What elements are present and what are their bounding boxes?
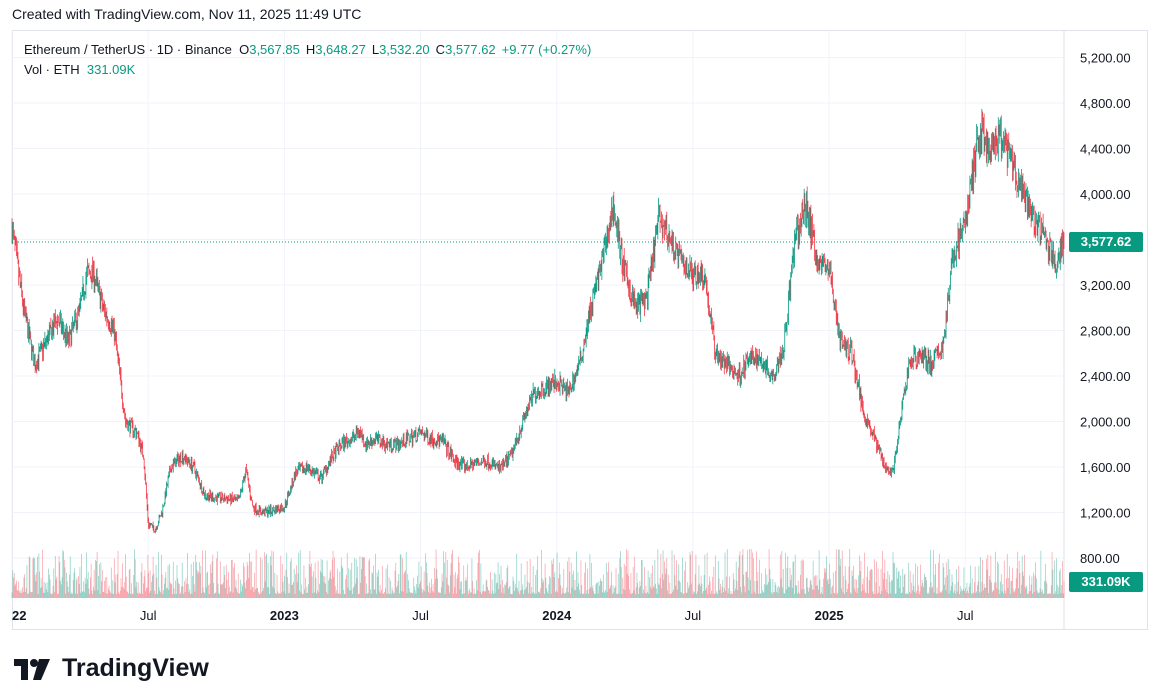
low-value: 3,532.20 [379, 42, 430, 57]
x-tick-label: Jul [685, 608, 702, 623]
open-label: O [239, 42, 250, 57]
open-value: 3,567.85 [249, 42, 300, 57]
y-tick-label: 1,600.00 [1080, 460, 1131, 475]
symbol-label[interactable]: Ethereum / TetherUS · 1D · Binance [24, 42, 232, 57]
volume-group [11, 549, 1065, 598]
last-price-tag: 3,577.62 [1069, 232, 1143, 253]
close-label: C [435, 42, 446, 57]
high-label: H [305, 42, 316, 57]
ohlc-row: Ethereum / TetherUS · 1D · Binance O3,56… [24, 40, 597, 60]
chart-legend: Ethereum / TetherUS · 1D · Binance O3,56… [24, 40, 597, 80]
x-tick-label: 2025 [815, 608, 844, 623]
change-value: +9.77 (+0.27%) [501, 42, 592, 57]
y-tick-label: 4,400.00 [1080, 142, 1131, 157]
y-tick-label: 2,800.00 [1080, 324, 1131, 339]
y-tick-label: 800.00 [1080, 551, 1120, 566]
y-tick-label: 4,000.00 [1080, 187, 1131, 202]
x-tick-label: 2023 [270, 608, 299, 623]
x-tick-label: Jul [412, 608, 429, 623]
y-tick-label: 5,200.00 [1080, 51, 1131, 66]
y-tick-label: 4,800.00 [1080, 96, 1131, 111]
tradingview-logo-text: TradingView [62, 654, 209, 682]
volume-label[interactable]: Vol · ETH [24, 62, 80, 77]
low-label: L [371, 42, 380, 57]
created-with-text: Created with TradingView.com, Nov 11, 20… [12, 6, 362, 22]
y-tick-label: 3,200.00 [1080, 278, 1131, 293]
tradingview-logo-icon [14, 658, 50, 680]
candles-group [11, 108, 1065, 534]
x-tick-label: Jul [140, 608, 157, 623]
volume-value: 331.09K [86, 62, 136, 77]
y-tick-label: 2,400.00 [1080, 369, 1131, 384]
high-value: 3,648.27 [315, 42, 366, 57]
last-volume-tag: 331.09K [1069, 572, 1143, 592]
tradingview-logo[interactable]: TradingView [14, 654, 209, 683]
y-tick-label: 1,200.00 [1080, 506, 1131, 521]
x-tick-label: 22 [12, 608, 26, 623]
close-value: 3,577.62 [445, 42, 496, 57]
x-tick-label: Jul [957, 608, 974, 623]
x-tick-label: 2024 [542, 608, 572, 623]
y-tick-label: 2,000.00 [1080, 415, 1131, 430]
volume-row: Vol · ETH 331.09K [24, 60, 597, 80]
